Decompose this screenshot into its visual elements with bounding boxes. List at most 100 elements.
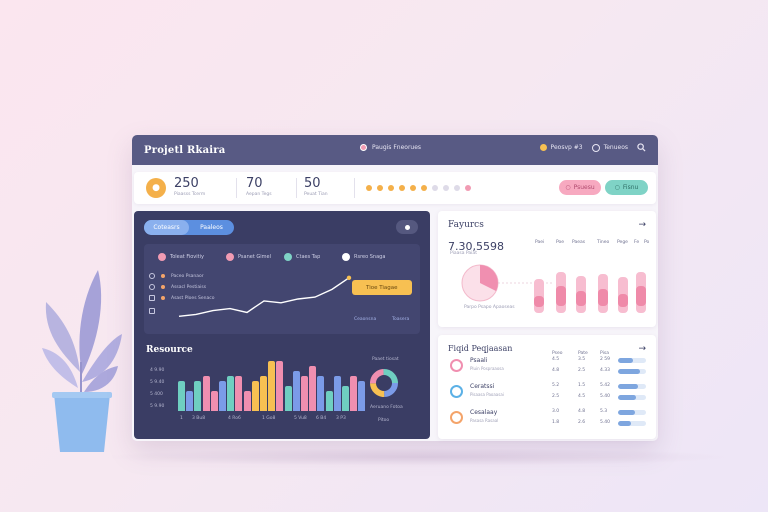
project-name[interactable]: Psaali: [470, 357, 488, 364]
status-dot-icon: [360, 144, 367, 151]
options-toggle[interactable]: [396, 220, 418, 234]
project-subtitle: Pisaasa Paoaasai: [470, 392, 504, 397]
pink-action-button[interactable]: ○ Psuesu: [559, 180, 601, 195]
side-list-item[interactable]: Asast Ploes Senaco: [149, 295, 214, 301]
table-cell: 2.5: [552, 394, 560, 399]
resource-bar[interactable]: [268, 361, 276, 411]
side-list-label: Paceo Psanaor: [171, 273, 204, 279]
y-tick-label: 5 9.90: [150, 404, 165, 409]
capsule-bar[interactable]: [556, 272, 566, 313]
project-name[interactable]: Cesalaay: [470, 409, 498, 416]
resource-bar[interactable]: [227, 376, 235, 411]
progress-fill: [618, 410, 635, 415]
column-header: Pege: [617, 240, 628, 245]
capsule-bar[interactable]: [534, 278, 544, 313]
project-name[interactable]: Ceratssi: [470, 383, 495, 390]
table-cell: 5.3: [600, 409, 608, 414]
resource-bar[interactable]: [284, 386, 292, 411]
resource-bar[interactable]: [342, 386, 349, 411]
resource-bar[interactable]: [251, 381, 259, 411]
legend-swatch: [158, 253, 166, 261]
table-cell: 1.8: [552, 420, 560, 425]
view-toggle: Coteasrs Paaleos: [144, 220, 234, 235]
teal-action-button[interactable]: ○ Fisnu: [605, 180, 648, 195]
table-cell: 3.0: [552, 409, 560, 414]
resource-bar[interactable]: [325, 391, 333, 411]
resource-bar[interactable]: [301, 376, 308, 411]
app-title: Projetl Rkaira: [144, 144, 226, 156]
legend-label: Psanet Gimel: [238, 254, 271, 260]
arrow-right-icon[interactable]: →: [638, 220, 646, 230]
column-header: Po: [644, 240, 650, 245]
floor-shadow: [100, 448, 740, 466]
resource-bar[interactable]: [178, 381, 185, 411]
legend-item: Ctaes Tap: [284, 253, 320, 261]
clock-icon: [149, 273, 155, 279]
stat-value: 70: [246, 176, 263, 191]
resource-bar[interactable]: [243, 391, 251, 411]
resource-bar[interactable]: [292, 371, 300, 411]
x-tick-label: 6 B4: [316, 416, 327, 421]
resource-bar[interactable]: [210, 391, 218, 411]
resource-bar[interactable]: [309, 366, 317, 411]
figures-value: 7.30,5598: [448, 240, 504, 253]
bullet-icon: [161, 285, 165, 289]
side-list-item[interactable]: Paceo Psanaor: [149, 273, 204, 279]
column-header: Paeas: [572, 240, 586, 245]
home-icon: [149, 308, 155, 314]
avatar[interactable]: ●: [146, 178, 166, 198]
stat-label: Piaasss Tcerm: [174, 192, 206, 197]
column-header: Pate: [578, 351, 588, 356]
capsule-bar-fill: [636, 286, 646, 306]
project-subtitle: Pluin Pospraaosa: [470, 366, 504, 371]
progress-fill: [618, 384, 638, 389]
side-list-label: Asast Ploes Senaco: [171, 295, 215, 301]
pie-label: Parpo Psapo Apaoseas: [464, 305, 515, 310]
toggle-option-2[interactable]: Paaleos: [200, 224, 223, 231]
stat-value: 50: [304, 176, 321, 191]
trend-point[interactable]: [346, 275, 352, 281]
column-header: Fe: [634, 240, 640, 245]
footer-label: Toasera: [392, 317, 410, 322]
resource-bar[interactable]: [350, 376, 358, 411]
table-cell: 4.5: [552, 357, 560, 362]
title-right-controls: Peosvp #3 Tenueos: [539, 143, 646, 152]
stat-3: 50 Peuat Tian: [304, 176, 328, 198]
resource-bar[interactable]: [317, 376, 325, 411]
resource-bar[interactable]: [260, 376, 267, 411]
trend-card: Toleat Fiovitiy Psanet Gimel Ctaes Tap R…: [144, 244, 420, 334]
capsule-bar[interactable]: [618, 277, 628, 313]
donut-title: Paaet tiosat: [372, 357, 399, 362]
resource-bar[interactable]: [358, 381, 366, 411]
table-cell: 3.5: [578, 357, 586, 362]
resource-bar[interactable]: [194, 381, 202, 411]
resource-bar[interactable]: [219, 381, 226, 411]
resource-bar[interactable]: [276, 361, 284, 411]
profile-menu[interactable]: Peosvp #3: [539, 144, 583, 151]
figures-sub: Piaasa Paiat: [450, 251, 477, 256]
capsule-bar[interactable]: [636, 272, 646, 313]
search-icon[interactable]: [637, 143, 646, 152]
resource-bar[interactable]: [333, 376, 341, 411]
capsule-bar-fill: [618, 293, 628, 307]
title-center-item[interactable]: Paugis Fneorues: [360, 144, 421, 151]
table-cell: 4.8: [578, 409, 586, 414]
button-icon: ○: [614, 184, 620, 191]
settings-menu[interactable]: Tenueos: [591, 143, 628, 152]
capsule-bar[interactable]: [576, 275, 586, 313]
progress-dot: [410, 185, 416, 191]
stat-label: Peuat Tian: [304, 192, 328, 197]
side-list-item[interactable]: Assacl Pestiaiss: [149, 284, 206, 290]
divider: [296, 178, 297, 198]
x-tick-label: 4 Ro6: [228, 416, 241, 421]
arrow-right-icon[interactable]: →: [638, 344, 646, 354]
resource-bar[interactable]: [202, 376, 210, 411]
stat-value: 250: [174, 176, 199, 191]
table-cell: 4.8: [552, 368, 560, 373]
side-list-label: Assacl Pestiaiss: [171, 284, 207, 290]
capsule-bar[interactable]: [598, 273, 608, 313]
resource-bar[interactable]: [235, 376, 243, 411]
side-list-item[interactable]: [149, 308, 161, 314]
toggle-option-1[interactable]: Coteasrs: [144, 220, 189, 235]
resource-bar[interactable]: [186, 391, 194, 411]
